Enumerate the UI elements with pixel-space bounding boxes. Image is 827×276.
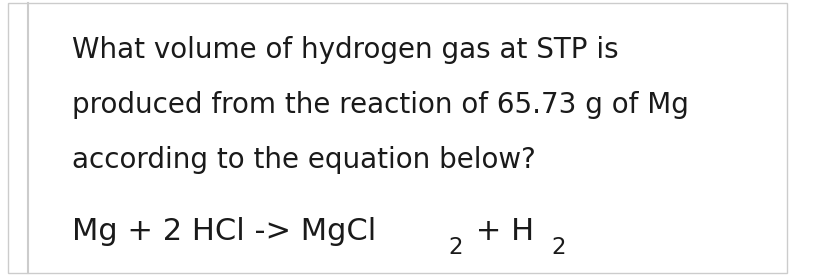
Text: Mg + 2 HCl -> MgCl: Mg + 2 HCl -> MgCl [71,217,375,246]
Text: according to the equation below?: according to the equation below? [71,146,535,174]
Text: What volume of hydrogen gas at STP is: What volume of hydrogen gas at STP is [71,36,618,64]
Text: produced from the reaction of 65.73 g of Mg: produced from the reaction of 65.73 g of… [71,91,687,119]
Text: + H: + H [466,217,534,246]
Text: 2: 2 [448,235,462,259]
Text: 2: 2 [550,235,565,259]
